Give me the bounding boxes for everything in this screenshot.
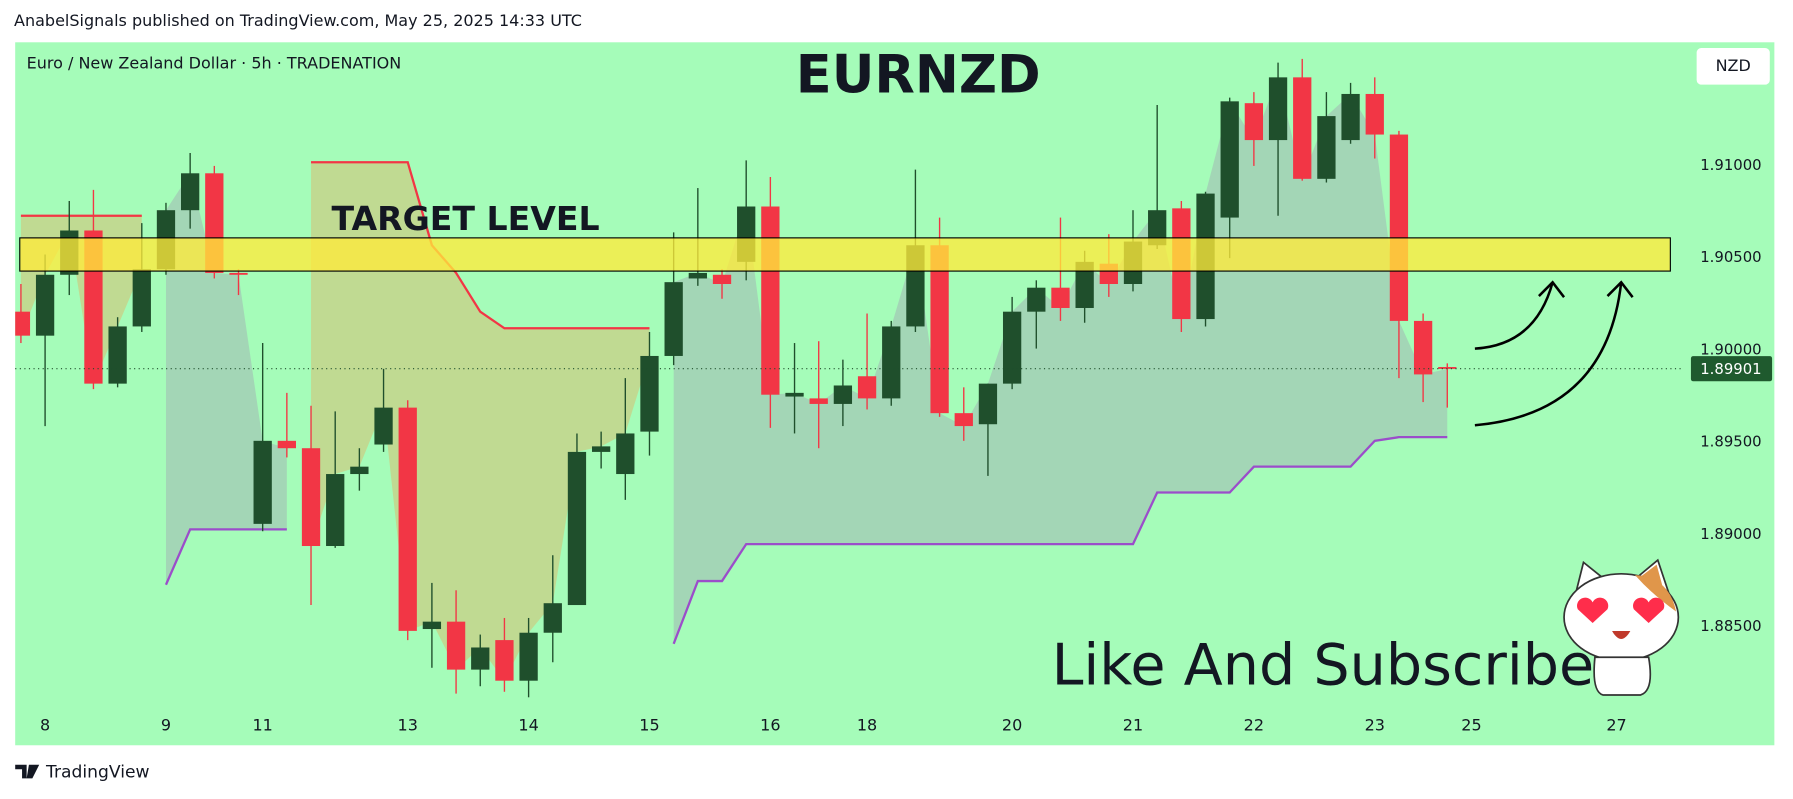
cat-heart-eye	[1577, 597, 1609, 623]
candle-body	[640, 355, 659, 432]
cat-heart-eye	[1633, 597, 1665, 623]
candle-body	[664, 282, 683, 356]
y-tick-label: 1.89500	[1700, 433, 1761, 451]
x-tick-label: 20	[1002, 715, 1022, 734]
target-zone	[19, 237, 1671, 272]
candle-body	[1365, 93, 1384, 135]
candle-body	[567, 451, 587, 606]
y-tick-label: 1.91000	[1700, 156, 1761, 174]
y-tick-label: 1.90500	[1700, 248, 1761, 266]
candle-body	[277, 440, 296, 449]
arrow-head	[1606, 280, 1634, 298]
cat-sticker	[1563, 558, 1680, 696]
candle-body	[712, 274, 732, 285]
candle-body	[108, 326, 127, 384]
candle-body	[253, 440, 272, 524]
x-tick-label: 22	[1244, 715, 1264, 734]
x-tick-label: 11	[252, 715, 272, 734]
x-tick-label: 9	[161, 715, 171, 734]
x-tick-label: 16	[760, 715, 780, 734]
candle-body	[543, 603, 562, 633]
chart-title: EURNZD	[796, 44, 1041, 105]
candle-body	[1220, 101, 1239, 218]
chart-subtitle: Euro / New Zealand Dollar · 5h · TRADENA…	[27, 54, 402, 73]
last-price-box	[1690, 356, 1773, 382]
candle-body	[1075, 261, 1094, 308]
candle-body	[1027, 287, 1046, 312]
last-price-label: 1.89901	[1700, 360, 1761, 378]
candle-body	[1148, 210, 1167, 246]
candle-body	[398, 407, 417, 631]
candle-body	[350, 466, 369, 475]
arrow	[1474, 282, 1554, 350]
arrow	[1474, 282, 1623, 427]
candle-body	[229, 272, 248, 275]
subscribe-label: Like And Subscribe	[1052, 632, 1595, 698]
candle-body	[833, 385, 853, 404]
candle-body	[591, 446, 611, 452]
candle-body	[35, 274, 55, 336]
x-tick-label: 8	[40, 715, 50, 734]
candle-body	[495, 640, 514, 681]
candle-body	[1268, 77, 1288, 141]
candle-body	[1293, 77, 1312, 179]
x-tick-label: 25	[1461, 715, 1481, 734]
candle-body	[616, 433, 635, 475]
brand-name: TradingView	[45, 763, 149, 783]
band-fill	[311, 162, 650, 681]
candle-body	[181, 173, 200, 211]
candle-body	[1244, 103, 1264, 141]
band-line	[672, 436, 1448, 645]
candle-body	[882, 326, 901, 399]
candle-body	[301, 448, 321, 547]
candle-body	[1051, 287, 1070, 308]
x-tick-label: 21	[1123, 715, 1143, 734]
cat-patch	[1634, 574, 1677, 612]
candle-body	[326, 474, 345, 547]
candle-body	[1002, 311, 1022, 384]
candle-body	[1438, 367, 1457, 369]
y-tick-label: 1.90000	[1700, 340, 1761, 358]
published-line: AnabelSignals published on TradingView.c…	[14, 11, 582, 30]
candle-body	[978, 383, 998, 425]
candle-body	[374, 407, 393, 445]
candle-body	[15, 311, 31, 336]
band-line	[311, 161, 650, 330]
candle-body	[809, 398, 828, 404]
candle-body	[785, 392, 804, 397]
candle-body	[1389, 134, 1409, 321]
candle-body	[761, 206, 780, 395]
candle-body	[471, 647, 490, 670]
x-tick-label: 27	[1606, 715, 1626, 734]
arrow-head	[1538, 280, 1566, 298]
band-line	[164, 528, 287, 586]
candle-body	[954, 413, 973, 427]
candle-body	[688, 272, 707, 279]
y-tick-label: 1.89000	[1700, 525, 1761, 543]
x-tick-label: 15	[639, 715, 659, 734]
candle-body	[1413, 320, 1433, 375]
candle-body	[422, 621, 442, 630]
currency-label: NZD	[1716, 56, 1751, 75]
candle-body	[132, 269, 151, 327]
x-tick-label: 14	[518, 715, 538, 734]
candle-body	[1317, 116, 1336, 179]
x-tick-label: 18	[857, 715, 877, 734]
cat-mouth	[1612, 630, 1631, 639]
candle-body	[857, 376, 877, 399]
brand-logo	[15, 764, 40, 779]
x-tick-label: 13	[398, 715, 418, 734]
band-fill	[673, 77, 1448, 644]
x-tick-label: 23	[1365, 715, 1385, 734]
cat-body	[1593, 656, 1652, 696]
candle-body	[519, 632, 538, 681]
candle-body	[930, 245, 949, 414]
y-tick-label: 1.88500	[1700, 617, 1761, 635]
target-label: TARGET LEVEL	[331, 199, 599, 238]
candle-body	[1341, 93, 1360, 141]
currency-box	[1696, 48, 1770, 85]
candle-body	[446, 621, 466, 670]
